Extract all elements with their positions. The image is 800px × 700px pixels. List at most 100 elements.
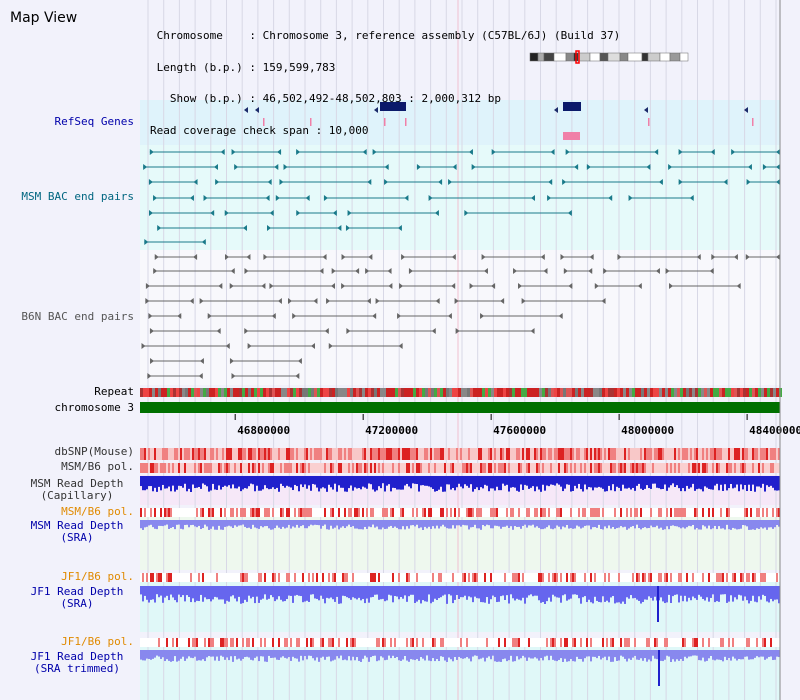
track-label-msm-bac-end-pairs[interactable]: MSM BAC end pairs: [21, 190, 134, 203]
jf1-pol-trim-cell: [144, 638, 146, 647]
track-label-msm-b6-pol[interactable]: MSM/B6 pol.: [61, 460, 134, 473]
track-label-jf1-b6-pol[interactable]: JF1/B6 pol.: [61, 570, 134, 583]
dbsnp-cell: [148, 448, 150, 460]
msm-sra-depth-bar: [554, 520, 556, 529]
b6n-bac-pair-end: [261, 283, 266, 289]
jf1-trim-depth-bar: [384, 650, 386, 661]
b6n-bac-pair-end: [216, 328, 221, 334]
msm-pol-cell: [210, 463, 212, 473]
track-label-msm-b6-pol-sra[interactable]: MSM/B6 pol.: [61, 505, 134, 518]
msm-pol-cell: [686, 463, 688, 473]
jf1-sra-depth-bar: [538, 586, 540, 601]
repeat-segment: [653, 388, 656, 397]
jf1-trim-depth-bar: [174, 650, 176, 657]
dbsnp-cell: [160, 448, 162, 460]
msm-cap-depth-bar: [444, 476, 446, 492]
msm-sra-depth-bar: [404, 520, 406, 530]
jf1-trim-depth-bar: [596, 650, 598, 659]
repeat-segment: [713, 388, 716, 397]
jf1-pol-trim-cell: [468, 638, 470, 647]
msm-cap-depth-bar: [300, 476, 302, 485]
dbsnp-cell: [170, 448, 172, 460]
track-label-refseq-genes[interactable]: RefSeq Genes: [54, 115, 134, 128]
msm-pol-sra-cell: [436, 508, 438, 517]
repeat-segment: [191, 388, 194, 397]
msm-pol-sra-cell: [194, 508, 196, 517]
dbsnp-cell: [566, 448, 568, 460]
msm-cap-depth-bar: [688, 476, 690, 489]
dbsnp-cell: [320, 448, 322, 460]
msm-pol-cell: [194, 463, 196, 473]
msm-cap-depth-bar: [614, 476, 616, 492]
jf1-sra-depth-bar: [512, 586, 514, 599]
msm-pol-sra-cell: [170, 508, 172, 517]
msm-pol-sra-cell: [192, 508, 194, 517]
dbsnp-cell: [704, 448, 706, 460]
msm-sra-depth-bar: [726, 520, 728, 525]
msm-sra-depth-bar: [408, 520, 410, 529]
track-label-b6n-bac-end-pairs[interactable]: B6N BAC end pairs: [21, 310, 134, 323]
dbsnp-cell: [660, 448, 662, 460]
msm-sra-depth-bar: [738, 520, 740, 530]
jf1-pol-cell: [428, 573, 430, 582]
jf1-pol-cell: [488, 573, 490, 582]
track-label-msm-read-depth-sra[interactable]: MSM Read Depth (SRA): [20, 520, 134, 544]
track-label-jf1-read-depth-trimmed[interactable]: JF1 Read Depth (SRA trimmed): [20, 651, 134, 675]
jf1-pol-trim-cell: [492, 638, 494, 647]
dbsnp-cell: [546, 448, 548, 460]
dbsnp-cell: [638, 448, 640, 460]
b6n-bac-pair-end: [177, 313, 182, 319]
msm-sra-depth-bar: [314, 520, 316, 525]
msm-pol-sra-cell: [762, 508, 764, 517]
jf1-pol-cell: [512, 573, 514, 582]
jf1-pol-trim-cell: [414, 638, 416, 647]
msm-cap-depth-bar: [590, 476, 592, 488]
dbsnp-cell: [238, 448, 240, 460]
jf1-pol-cell: [172, 573, 174, 582]
repeat-segment: [623, 388, 626, 397]
dbsnp-cell: [200, 448, 202, 460]
track-label-jf1-read-depth-sra[interactable]: JF1 Read Depth (SRA): [20, 586, 134, 610]
msm-sra-depth-bar: [402, 520, 404, 527]
dbsnp-cell: [186, 448, 188, 460]
msm-sra-depth-bar: [170, 520, 172, 528]
jf1-sra-depth-bar: [702, 586, 704, 600]
track-label-jf1-b6-pol-trimmed[interactable]: JF1/B6 pol.: [61, 635, 134, 648]
msm-cap-depth-bar: [484, 476, 486, 485]
track-label-repeat[interactable]: Repeat: [94, 385, 134, 398]
jf1-pol-trim-cell: [316, 638, 318, 647]
jf1-trim-depth-bar: [516, 650, 518, 657]
msm-pol-cell: [316, 463, 318, 473]
jf1-pol-cell: [150, 573, 152, 582]
jf1-trim-depth-bar: [238, 650, 240, 659]
msm-sra-depth-bar: [724, 520, 726, 530]
dbsnp-cell: [282, 448, 284, 460]
msm-pol-cell: [692, 463, 694, 473]
jf1-sra-depth-bar: [528, 586, 530, 596]
dbsnp-cell: [456, 448, 458, 460]
msm-sra-depth-bar: [174, 520, 176, 530]
msm-cap-depth-bar: [382, 476, 384, 484]
msm-pol-sra-cell: [152, 508, 154, 517]
jf1-pol-cell: [246, 573, 248, 582]
repeat-segment: [371, 388, 374, 397]
msm-cap-depth-bar: [360, 476, 362, 490]
jf1-trim-depth-bar: [488, 650, 490, 657]
jf1-pol-cell: [444, 573, 446, 582]
jf1-trim-depth-bar: [182, 650, 184, 657]
msm-sra-depth-bar: [326, 520, 328, 530]
track-label-msm-read-depth-capillary[interactable]: MSM Read Depth (Capillary): [20, 478, 134, 502]
repeat-segment: [233, 388, 236, 397]
jf1-pol-trim-cell: [292, 638, 294, 647]
msm-sra-depth-bar: [220, 520, 222, 530]
track-label-dbsnp[interactable]: dbSNP(Mouse): [54, 445, 134, 458]
jf1-pol-cell: [762, 573, 764, 582]
jf1-trim-depth-bar: [772, 650, 774, 661]
msm-cap-depth-bar: [694, 476, 696, 491]
msm-sra-depth-bar: [752, 520, 754, 530]
msm-cap-depth-bar: [324, 476, 326, 489]
jf1-trim-depth-bar: [158, 650, 160, 657]
jf1-sra-depth-bar: [710, 586, 712, 598]
track-label-chromosome[interactable]: chromosome 3: [54, 401, 134, 414]
